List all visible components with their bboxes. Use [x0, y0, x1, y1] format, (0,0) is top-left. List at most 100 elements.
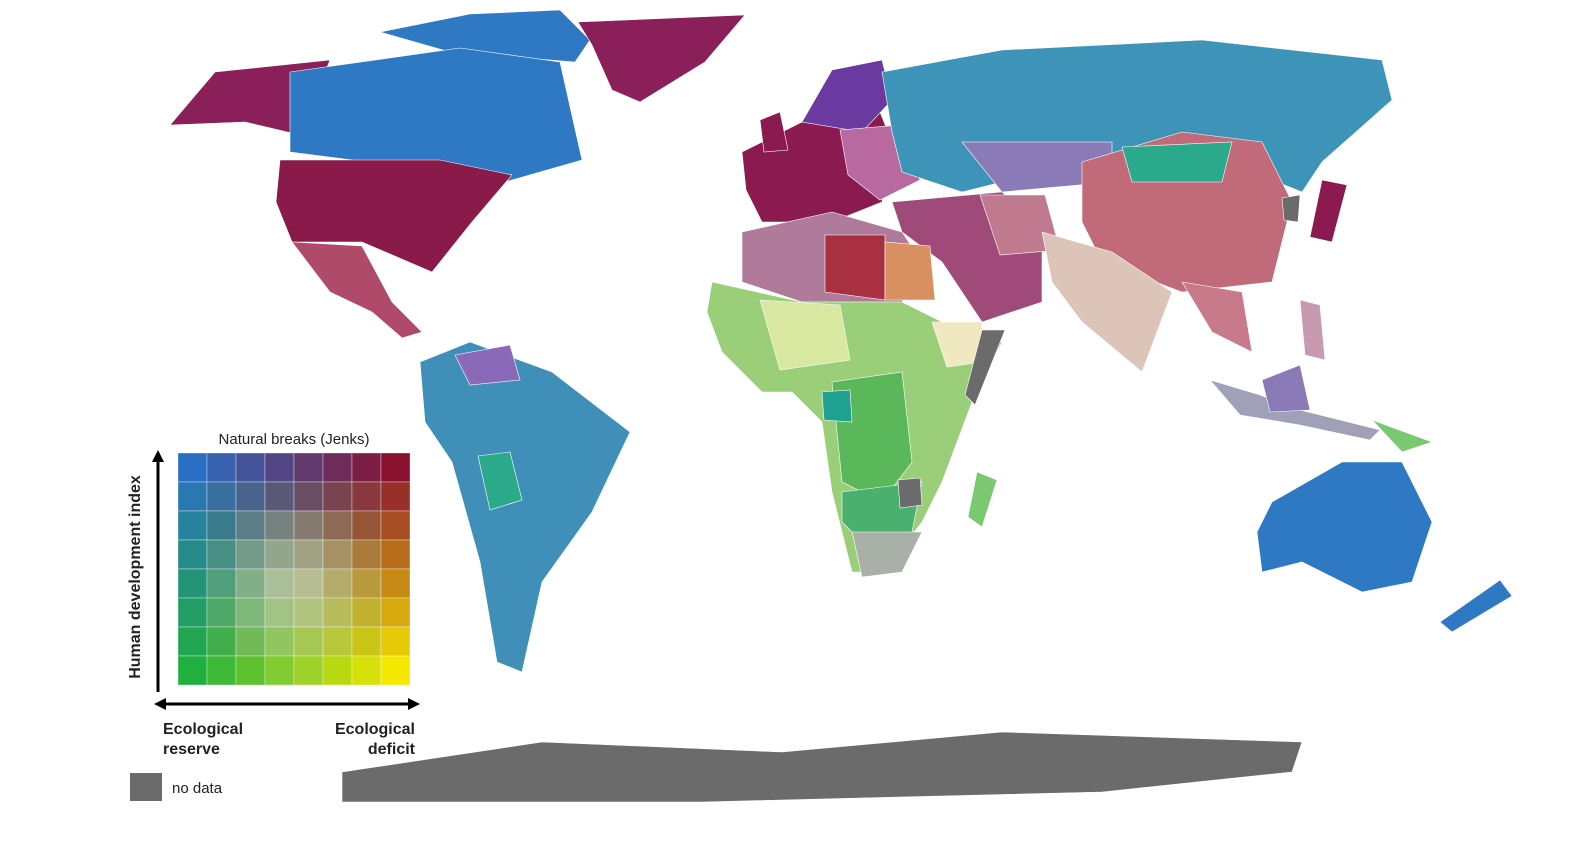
usa [275, 159, 513, 273]
legend-cell [380, 597, 411, 628]
countries [169, 9, 1513, 803]
legend-cell [293, 568, 324, 599]
legend-cell [235, 452, 266, 483]
legend-cell [235, 539, 266, 570]
legend-cell [351, 539, 382, 570]
legend-cell [322, 452, 353, 483]
legend-cell [264, 568, 295, 599]
gabon [821, 389, 853, 423]
legend-cell [206, 655, 237, 686]
legend-cell [177, 597, 208, 628]
mexico [291, 241, 423, 339]
legend-cell [206, 510, 237, 541]
new-zealand [1439, 579, 1513, 633]
no-data-label: no data [172, 780, 223, 797]
legend-cell [264, 510, 295, 541]
madagascar [967, 471, 998, 528]
south-america [419, 341, 631, 673]
mongolia [1121, 141, 1233, 183]
legend-cell [322, 655, 353, 686]
legend-cell [293, 510, 324, 541]
antarctica [341, 731, 1303, 803]
legend-cell [264, 452, 295, 483]
legend-cell [177, 481, 208, 512]
legend-cell [177, 510, 208, 541]
legend-cell [235, 510, 266, 541]
legend-cell [322, 597, 353, 628]
legend-cell [177, 568, 208, 599]
legend-cell [235, 597, 266, 628]
philippines [1299, 299, 1326, 361]
legend-cell [351, 568, 382, 599]
legend-cell [351, 510, 382, 541]
legend-cell [380, 655, 411, 686]
west-africa [759, 299, 851, 371]
borneo [1261, 364, 1311, 413]
x-axis-left-label: Ecological reserve [163, 721, 244, 758]
legend-cell [206, 626, 237, 657]
legend-cell [293, 539, 324, 570]
legend-cell [380, 539, 411, 570]
zimbabwe [897, 477, 923, 509]
x-arrow-head-right [408, 698, 420, 710]
x-axis-right-label: Ecological deficit [334, 721, 415, 758]
legend-cell [264, 539, 295, 570]
legend-cell [293, 452, 324, 483]
legend-cell [264, 481, 295, 512]
legend-cell [206, 452, 237, 483]
legend-cell [380, 510, 411, 541]
legend-cell [235, 481, 266, 512]
legend-grid [177, 452, 411, 686]
legend-cell [351, 597, 382, 628]
legend-cell [293, 655, 324, 686]
legend-cell [206, 568, 237, 599]
australia [1256, 461, 1433, 593]
legend-cell [322, 510, 353, 541]
legend-cell [380, 568, 411, 599]
libya [824, 234, 886, 301]
legend-cell [177, 655, 208, 686]
legend-cell [322, 626, 353, 657]
y-axis-label: Human development index [127, 475, 144, 679]
legend-cell [322, 539, 353, 570]
venezuela [454, 344, 521, 386]
x-arrow-head-left [154, 698, 166, 710]
legend: Natural breaks (Jenks) Human development… [127, 431, 420, 801]
central-africa [831, 371, 913, 503]
legend-cell [206, 539, 237, 570]
no-data-swatch [130, 773, 162, 801]
legend-cell [380, 481, 411, 512]
greenland [577, 14, 746, 103]
india [1041, 231, 1173, 373]
papua-new-guinea [1371, 419, 1433, 453]
legend-cell [206, 597, 237, 628]
legend-cell [322, 481, 353, 512]
japan [1309, 179, 1348, 243]
legend-cell [351, 655, 382, 686]
egypt [884, 241, 936, 301]
legend-cell [206, 481, 237, 512]
legend-cell [380, 452, 411, 483]
legend-cell [177, 452, 208, 483]
legend-title: Natural breaks (Jenks) [219, 431, 370, 448]
legend-cell [293, 626, 324, 657]
korea [1281, 194, 1301, 223]
legend-cell [351, 452, 382, 483]
canada [289, 47, 583, 183]
legend-cell [264, 597, 295, 628]
legend-cell [177, 539, 208, 570]
legend-cell [264, 655, 295, 686]
y-arrow-head [152, 450, 164, 462]
legend-cell [177, 626, 208, 657]
south-africa [851, 531, 923, 578]
bolivia [477, 451, 523, 511]
somalia [964, 329, 1006, 406]
southeast-asia [1181, 281, 1253, 353]
legend-cell [380, 626, 411, 657]
legend-cell [351, 481, 382, 512]
legend-cell [264, 626, 295, 657]
legend-cell [293, 481, 324, 512]
legend-cell [322, 568, 353, 599]
